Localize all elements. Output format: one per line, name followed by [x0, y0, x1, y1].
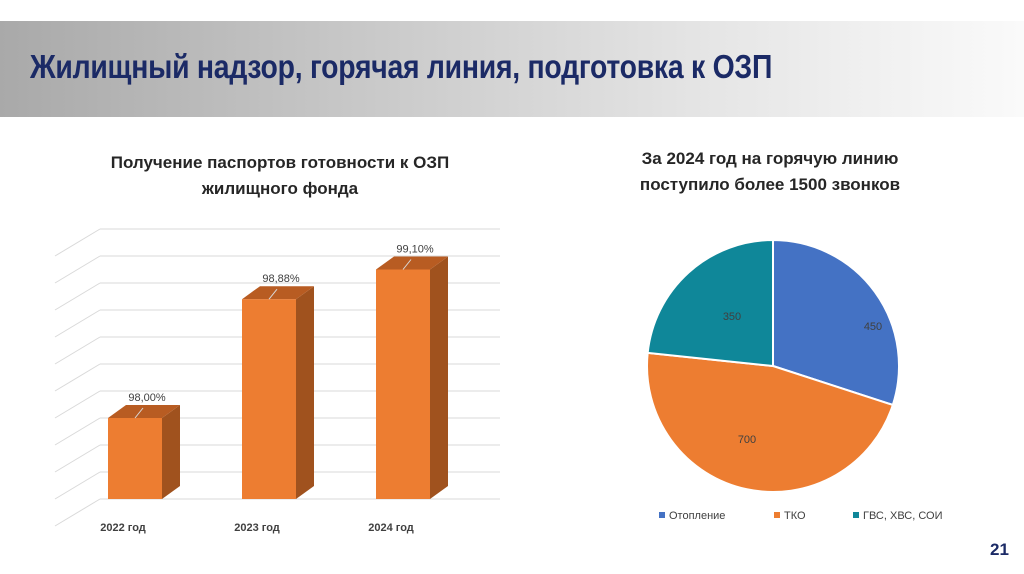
pie-slice: [646, 238, 774, 368]
bar-side: [296, 286, 314, 499]
legend-swatch: [659, 512, 665, 518]
x-tick-label: 2022 год: [100, 522, 146, 534]
pie-chart-title-line: поступило более 1500 звонков: [639, 175, 901, 194]
gridline-depth: [54, 282, 101, 311]
bar-top: [242, 286, 314, 300]
pie-slice: [646, 351, 895, 493]
legend-label: Отопление: [669, 510, 725, 522]
bar-side: [162, 405, 180, 499]
x-tick-label: 2024 год: [368, 522, 414, 534]
gridline-depth: [54, 255, 101, 284]
gridline-depth: [54, 309, 101, 338]
page-number: 21: [990, 540, 1009, 559]
bar-chart-title: Получение паспортов готовности к ОЗП жил…: [60, 150, 500, 202]
pie-chart-title-line: За 2024 год на горячую линию: [641, 149, 899, 168]
gridline-depth: [54, 471, 101, 500]
legend-swatch: [774, 512, 780, 518]
gridline-depth: [54, 498, 101, 527]
gridline-depth: [54, 417, 101, 446]
legend-swatch: [853, 512, 859, 518]
pie-data-label: 700: [738, 434, 756, 446]
bar: [108, 418, 162, 499]
data-label-leader: [402, 259, 412, 270]
header-band: [0, 21, 1024, 117]
pie-data-label: 350: [723, 311, 741, 323]
bar-top: [108, 405, 180, 418]
gridline-depth: [54, 228, 101, 257]
data-label: 99,10%: [396, 244, 434, 256]
bar: [376, 269, 430, 499]
data-label-leader: [268, 288, 278, 300]
bar-chart-title-line: жилищного фонда: [201, 179, 359, 198]
data-label-leader: [134, 407, 144, 419]
data-label: 98,00%: [128, 392, 166, 404]
bar-top: [376, 256, 448, 270]
bar: [242, 299, 296, 499]
pie-chart-title: За 2024 год на горячую линию поступило б…: [560, 146, 980, 198]
page-title: Жилищный надзор, горячая линия, подготов…: [30, 48, 773, 85]
pie-slice: [772, 238, 900, 407]
x-tick-label: 2023 год: [234, 522, 280, 534]
gridline-depth: [54, 363, 101, 392]
bar-side: [430, 256, 448, 499]
pie-data-label: 450: [864, 321, 882, 333]
legend-label: ТКО: [784, 510, 806, 522]
gridline-depth: [54, 390, 101, 419]
bar-chart-title-line: Получение паспортов готовности к ОЗП: [110, 153, 450, 172]
gridline-depth: [54, 336, 101, 365]
gridline-depth: [54, 444, 101, 473]
legend-label: ГВС, ХВС, СОИ: [863, 510, 943, 522]
data-label: 98,88%: [262, 273, 300, 285]
